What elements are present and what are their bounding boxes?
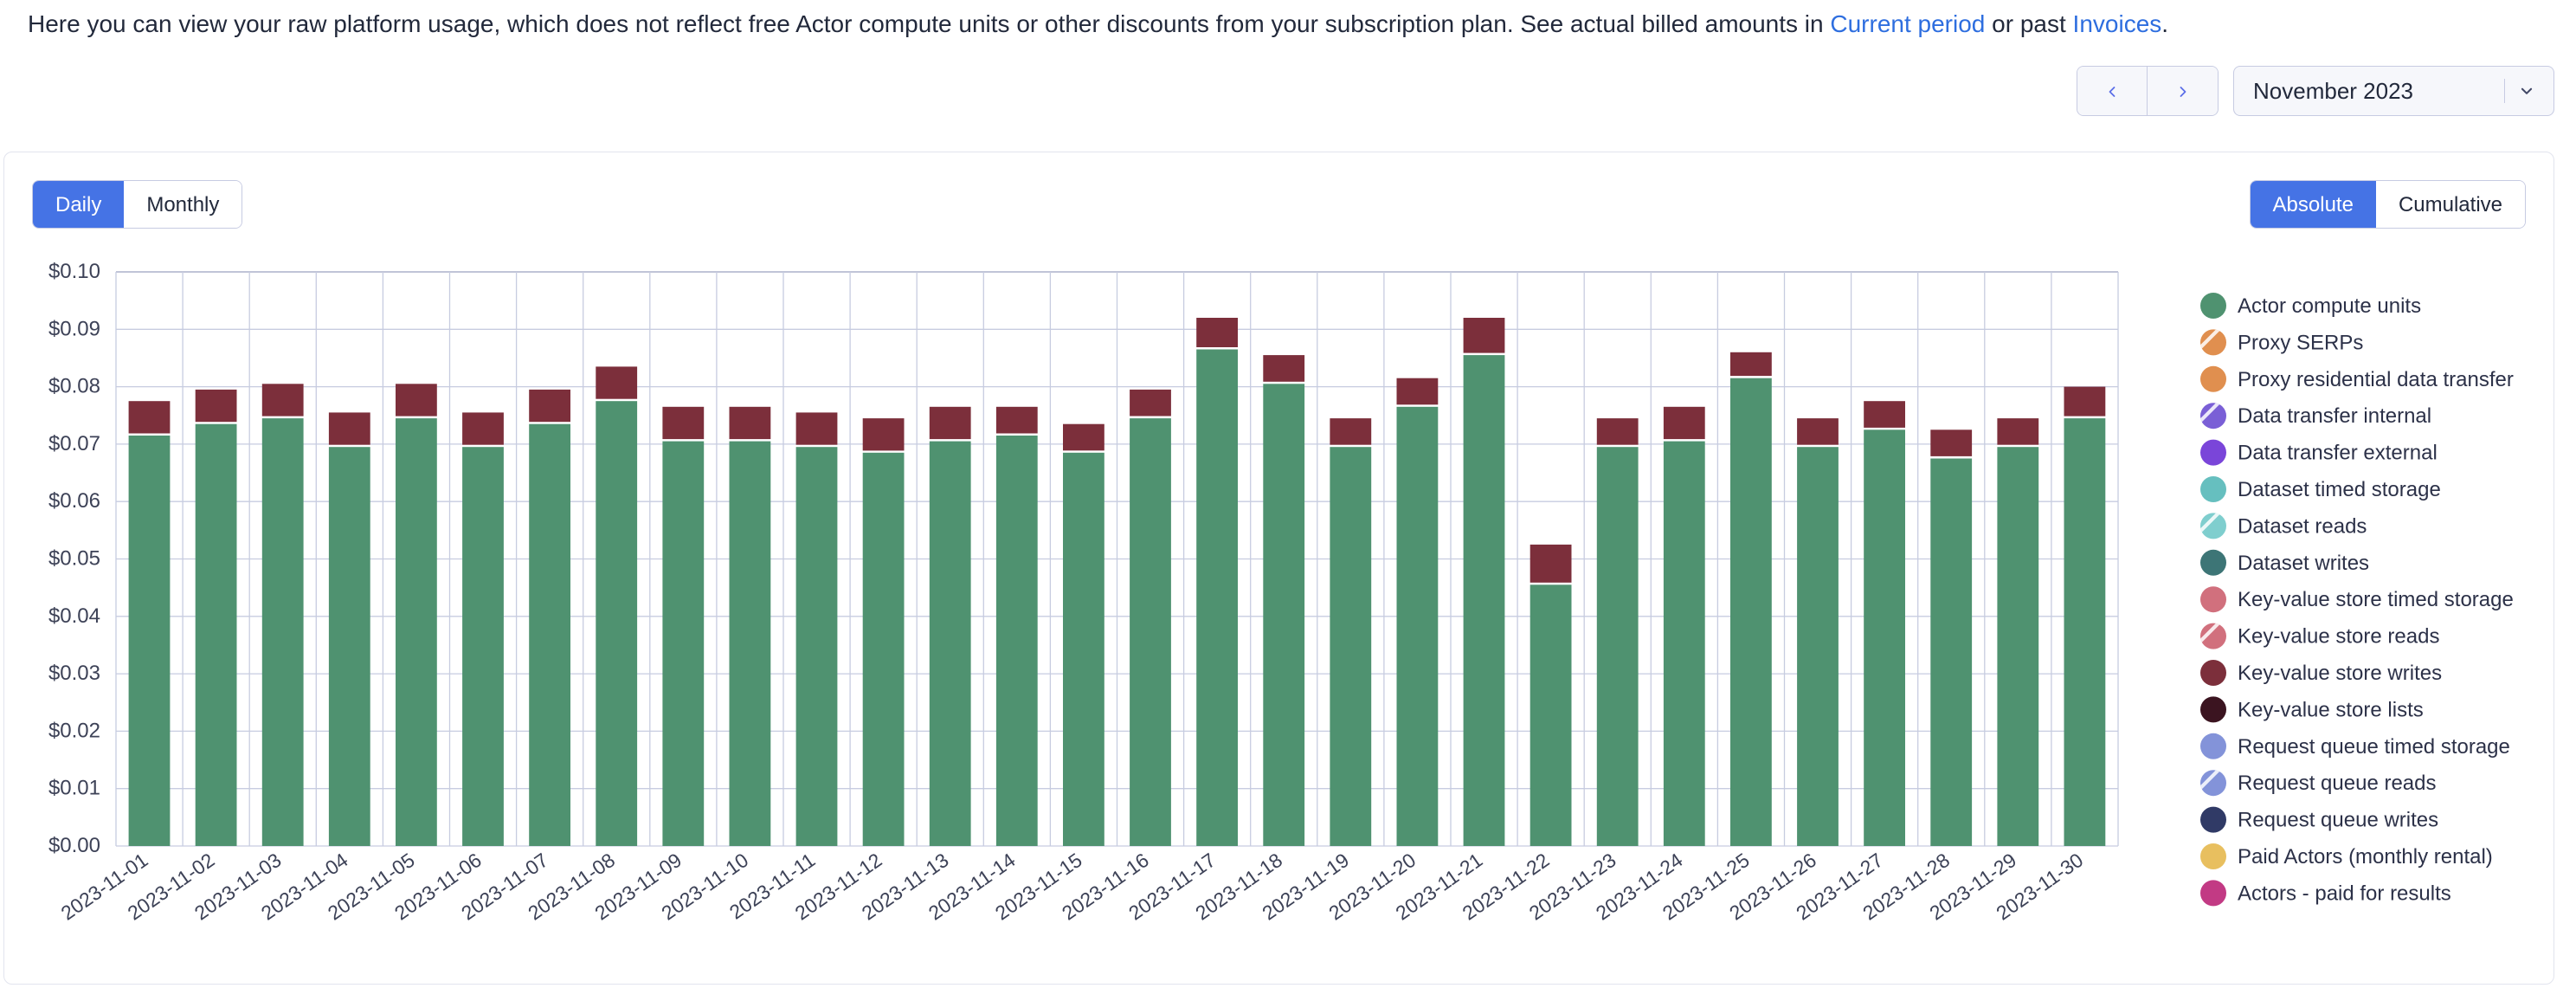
- svg-text:Actor compute units: Actor compute units: [2238, 294, 2421, 318]
- svg-text:Dataset timed storage: Dataset timed storage: [2238, 478, 2441, 501]
- svg-text:$0.04: $0.04: [48, 604, 100, 628]
- svg-text:$0.09: $0.09: [48, 317, 100, 340]
- svg-text:Data transfer internal: Data transfer internal: [2238, 404, 2431, 428]
- svg-text:$0.01: $0.01: [48, 777, 100, 800]
- svg-text:Key-value store writes: Key-value store writes: [2238, 662, 2442, 685]
- svg-text:Proxy residential data transfe: Proxy residential data transfer: [2238, 368, 2514, 391]
- svg-text:Request queue reads: Request queue reads: [2238, 772, 2437, 795]
- svg-text:$0.08: $0.08: [48, 375, 100, 398]
- svg-text:Data transfer external: Data transfer external: [2238, 442, 2438, 465]
- svg-text:Request queue timed storage: Request queue timed storage: [2238, 735, 2510, 759]
- svg-text:Key-value store timed storage: Key-value store timed storage: [2238, 588, 2514, 611]
- svg-text:$0.03: $0.03: [48, 662, 100, 685]
- svg-text:$0.10: $0.10: [48, 260, 100, 283]
- svg-text:Paid Actors (monthly rental): Paid Actors (monthly rental): [2238, 845, 2493, 869]
- svg-text:$0.00: $0.00: [48, 834, 100, 857]
- svg-text:Actors - paid for results: Actors - paid for results: [2238, 882, 2451, 905]
- svg-text:$0.02: $0.02: [48, 719, 100, 742]
- svg-text:$0.07: $0.07: [48, 432, 100, 455]
- svg-text:Dataset reads: Dataset reads: [2238, 514, 2367, 538]
- svg-text:$0.06: $0.06: [48, 489, 100, 513]
- svg-text:Key-value store reads: Key-value store reads: [2238, 625, 2439, 649]
- svg-text:Request queue writes: Request queue writes: [2238, 809, 2438, 832]
- svg-text:$0.05: $0.05: [48, 547, 100, 571]
- svg-text:Proxy SERPs: Proxy SERPs: [2238, 331, 2363, 354]
- svg-text:Dataset writes: Dataset writes: [2238, 552, 2369, 575]
- svg-text:Key-value store lists: Key-value store lists: [2238, 698, 2424, 721]
